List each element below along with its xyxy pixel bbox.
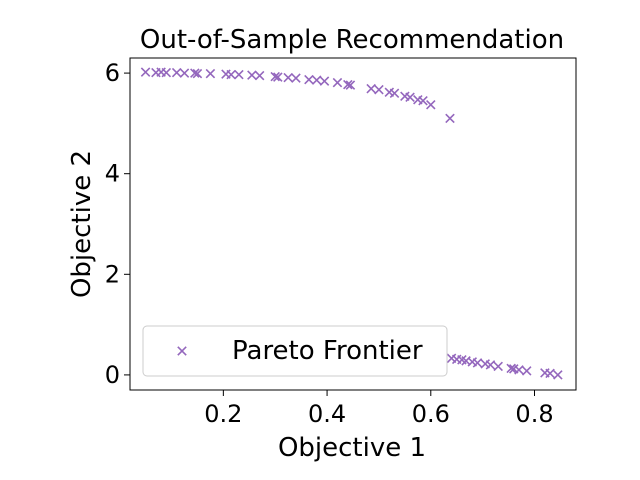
data-point	[254, 70, 265, 81]
data-point	[343, 79, 353, 90]
data-point-stroke	[319, 76, 330, 86]
x-tick-label: 0.2	[204, 400, 242, 428]
data-point-stroke	[161, 67, 172, 78]
axes-frame	[129, 57, 577, 391]
y-tick-label: 4	[105, 160, 120, 188]
data-point	[506, 363, 516, 374]
data-point-stroke	[270, 71, 280, 82]
data-point	[190, 68, 200, 78]
data-point-stroke	[480, 359, 491, 369]
data-point-stroke	[140, 67, 151, 77]
data-point-stroke	[384, 87, 395, 97]
data-point-stroke	[413, 94, 423, 105]
data-point	[304, 74, 314, 85]
data-point	[493, 361, 503, 372]
data-point-stroke	[234, 69, 244, 80]
data-point	[161, 67, 172, 78]
data-point	[553, 370, 563, 380]
data-point	[514, 365, 524, 375]
data-point	[345, 80, 356, 90]
data-point-stroke	[418, 95, 428, 106]
data-point	[140, 67, 151, 77]
data-point-stroke	[485, 360, 496, 370]
data-point-stroke	[311, 75, 322, 85]
data-point	[521, 366, 532, 376]
data-point-stroke	[493, 361, 503, 372]
legend: Pareto Frontier	[142, 325, 448, 377]
data-point	[374, 84, 384, 95]
data-point-stroke	[553, 370, 563, 380]
data-point	[445, 113, 455, 124]
data-point-stroke	[389, 88, 400, 98]
y-tick-label: 0	[105, 361, 120, 389]
data-point-stroke	[179, 68, 190, 78]
data-point-stroke	[545, 368, 555, 379]
data-point-stroke	[514, 365, 524, 375]
data-point-stroke	[374, 84, 384, 95]
data-point-stroke	[405, 92, 415, 103]
data-point	[485, 360, 496, 370]
data-point-stroke	[273, 72, 283, 82]
data-point	[179, 68, 190, 78]
data-point-stroke	[304, 74, 314, 85]
x-tick-label: 0.8	[515, 400, 553, 428]
data-point	[426, 100, 436, 110]
data-point-stroke	[509, 364, 519, 374]
data-point	[389, 88, 400, 98]
legend-marker-stroke	[177, 346, 187, 356]
data-point-stroke	[190, 68, 200, 78]
data-point-stroke	[426, 100, 436, 110]
x-tick-label: 0.4	[308, 400, 346, 428]
data-point-stroke	[343, 79, 353, 90]
legend-box	[142, 325, 448, 377]
plot-area: 0.2 0.4 0.6 0.8 0 2 4 6	[105, 57, 577, 428]
y-tick-label: 6	[105, 59, 120, 87]
data-point	[545, 368, 555, 379]
data-point	[405, 92, 415, 103]
y-tick-label: 2	[105, 260, 120, 288]
data-point-stroke	[247, 70, 257, 80]
data-point	[319, 76, 330, 86]
data-point-stroke	[521, 366, 532, 376]
data-point-stroke	[467, 357, 478, 367]
legend-label: Pareto Frontier	[232, 336, 423, 366]
data-point	[273, 72, 283, 82]
data-point	[291, 73, 301, 83]
data-point	[247, 70, 257, 80]
data-point-stroke	[400, 91, 410, 101]
data-point	[226, 69, 236, 80]
x-tick-label: 0.6	[412, 400, 450, 428]
data-point-stroke	[457, 355, 467, 365]
data-point-stroke	[472, 358, 483, 368]
data-point-stroke	[506, 363, 516, 374]
data-point	[234, 69, 244, 80]
data-point	[366, 83, 376, 94]
data-point-stroke	[291, 73, 301, 83]
data-point-stroke	[345, 80, 356, 90]
y-axis-label: Objective 2	[67, 150, 97, 298]
data-point-stroke	[332, 77, 343, 88]
data-point-stroke	[254, 70, 265, 81]
data-point-stroke	[171, 67, 182, 78]
data-point-stroke	[366, 83, 376, 94]
data-point	[270, 71, 280, 82]
data-point-stroke	[226, 69, 236, 80]
data-point-stroke	[446, 353, 457, 364]
data-point	[332, 77, 343, 88]
data-point	[171, 67, 182, 78]
data-point	[205, 68, 216, 79]
x-axis-label: Objective 1	[278, 433, 426, 463]
chart-title: Out-of-Sample Recommendation	[140, 25, 564, 55]
data-point	[283, 72, 293, 83]
data-point	[472, 358, 483, 368]
data-point-stroke	[445, 113, 455, 124]
legend-marker-x-icon	[177, 346, 187, 356]
data-point-stroke	[283, 72, 293, 83]
data-point-stroke	[205, 68, 216, 79]
data-point	[192, 68, 203, 79]
data-point	[311, 75, 322, 85]
data-point	[418, 95, 428, 106]
data-point-stroke	[192, 68, 203, 79]
